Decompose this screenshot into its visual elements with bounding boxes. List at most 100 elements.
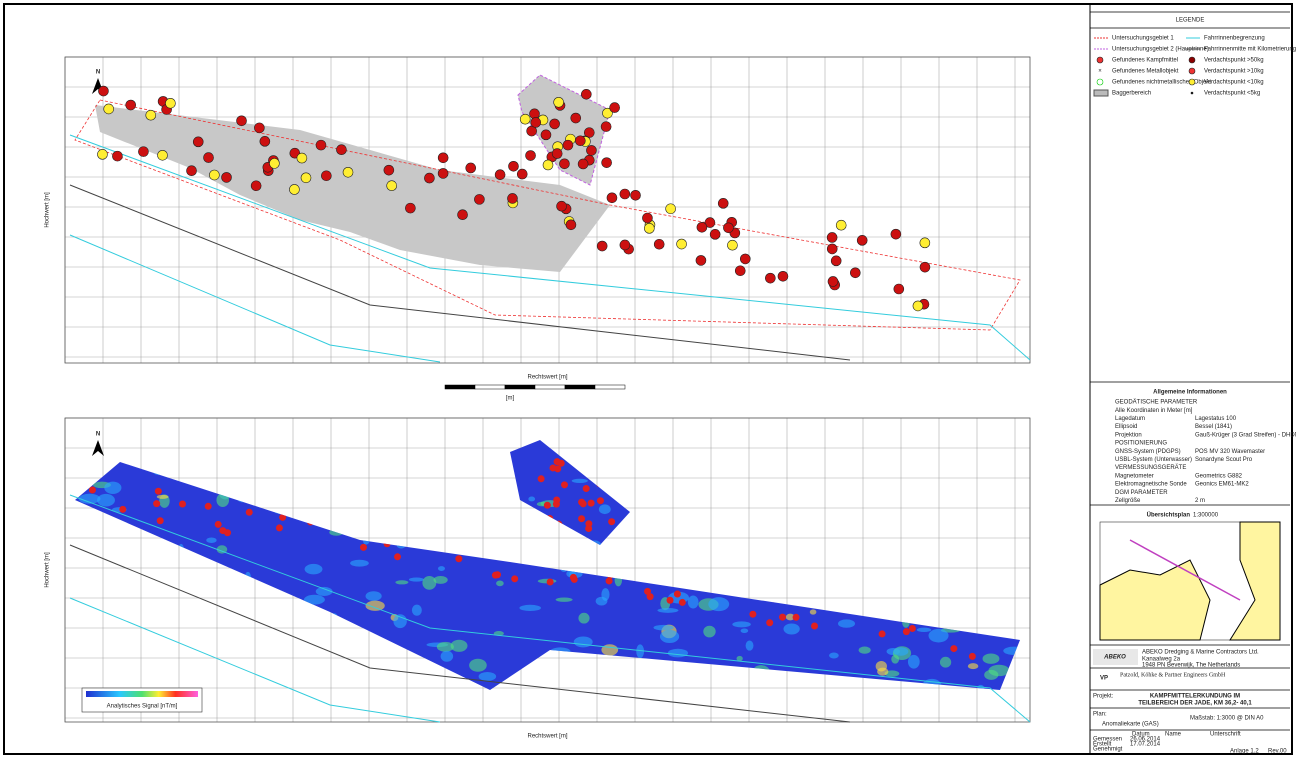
heat-blob — [216, 493, 230, 507]
anomaly — [474, 194, 485, 205]
anomaly — [826, 232, 838, 243]
north-label: N — [96, 432, 100, 438]
hotspot — [666, 596, 674, 604]
legend-symbol — [1190, 91, 1194, 95]
anomaly — [830, 255, 842, 267]
scale-bar — [504, 384, 536, 390]
heat-blob — [982, 653, 1000, 664]
map-border — [64, 417, 1031, 723]
hotspot — [279, 513, 287, 521]
anomaly — [494, 169, 506, 180]
scale-bar — [564, 384, 596, 390]
anomaly — [112, 150, 123, 162]
legend-symbol — [1093, 89, 1109, 97]
anomaly — [192, 136, 204, 148]
heat-blob — [393, 614, 407, 629]
revision: Rev.00 — [1268, 749, 1287, 755]
hotspot — [455, 555, 463, 563]
heat-blob — [740, 628, 749, 633]
heat-blob — [653, 624, 674, 631]
vp-name: Patzold, Köhke & Partner Engineers GmbH — [1120, 672, 1226, 678]
anomaly — [508, 160, 519, 172]
heat-blob — [555, 597, 573, 602]
anomaly — [97, 149, 108, 160]
hotspot — [605, 577, 613, 585]
abeko-logo-bg — [1093, 649, 1138, 665]
heat-blob — [636, 644, 645, 659]
legend-symbol: × — [1098, 69, 1102, 75]
anomaly — [581, 89, 592, 100]
anomaly — [893, 283, 905, 295]
heat-blob — [411, 604, 422, 616]
signature-header: Name — [1165, 732, 1182, 738]
anomaly — [704, 217, 716, 228]
legend-item: Verdachtspunkt <5kg — [1204, 91, 1260, 97]
plan-label: Plan: — [1093, 712, 1107, 718]
anomaly — [315, 139, 327, 151]
legend-item: Untersuchungsgebiet 2 (Hauptrinne) — [1112, 47, 1209, 53]
y-axis-label: Hochwert [m] — [45, 192, 51, 228]
heat-blob — [708, 597, 730, 612]
anomaly — [765, 272, 776, 284]
anomaly — [507, 193, 518, 204]
legend-symbol — [1188, 78, 1196, 86]
signature-header: Unterschrift — [1210, 732, 1241, 738]
hotspot — [678, 598, 686, 606]
heat-blob — [928, 628, 949, 643]
hotspot — [579, 500, 587, 508]
legend-item: Baggerbereich — [1112, 91, 1151, 97]
maps: [m] N Rechtswert [m] Hochwert [m] N Rechtswer… — [45, 56, 1031, 740]
anomaly — [530, 117, 542, 128]
line — [74, 99, 1021, 331]
hotspot — [570, 575, 578, 583]
heat-blob — [496, 580, 504, 587]
overview-route — [1129, 539, 1241, 601]
anomaly — [209, 169, 220, 181]
heat-blob — [440, 650, 454, 662]
hotspot — [578, 515, 586, 523]
legend-item: Gefundenes nichtmetallisches Objekt — [1112, 80, 1211, 86]
heat-blob — [478, 671, 497, 681]
anomaly — [519, 113, 531, 125]
heat-blob — [785, 613, 795, 621]
hotspot — [587, 499, 595, 507]
hotspot — [153, 500, 161, 508]
anomaly — [549, 118, 560, 130]
hotspot — [219, 527, 227, 535]
anomaly — [540, 129, 552, 141]
heat-blob — [598, 504, 611, 515]
hotspot — [968, 652, 976, 660]
anomaly — [424, 172, 435, 184]
signature-role: Gemessen — [1093, 737, 1122, 743]
info-value: 2 m — [1195, 498, 1205, 504]
heat-blob — [315, 586, 333, 596]
legend-symbol — [1096, 78, 1104, 86]
legend-item: Fahrrinnenbegrenzung — [1204, 36, 1265, 42]
heat-blob — [395, 580, 409, 585]
anomaly — [709, 229, 721, 240]
anomaly — [405, 202, 416, 214]
anomaly — [336, 144, 347, 155]
heat-blob — [893, 647, 909, 656]
x-axis-label: Rechtswert [m] — [527, 375, 567, 381]
line — [69, 134, 1031, 361]
heat-blob — [745, 640, 754, 651]
anomaly — [526, 125, 537, 137]
anomaly — [575, 135, 586, 147]
hotspot — [552, 500, 560, 508]
anomaly — [696, 221, 708, 233]
scale-bar — [444, 384, 476, 390]
legend-item: Verdachtspunkt >50kg — [1204, 58, 1264, 64]
north-label: N — [96, 70, 100, 76]
heat-blob — [916, 627, 932, 633]
info-value: Lagestatus 100 — [1195, 416, 1237, 422]
heat-blob — [104, 481, 122, 494]
info-title: Allgemeine Informationen — [1153, 390, 1227, 396]
heat-blob — [967, 663, 979, 670]
anomaly — [342, 166, 354, 178]
heat-blob — [365, 591, 382, 601]
anomaly — [570, 112, 582, 124]
hotspot — [546, 578, 554, 586]
info-value: Geometrics G882 — [1195, 473, 1243, 479]
